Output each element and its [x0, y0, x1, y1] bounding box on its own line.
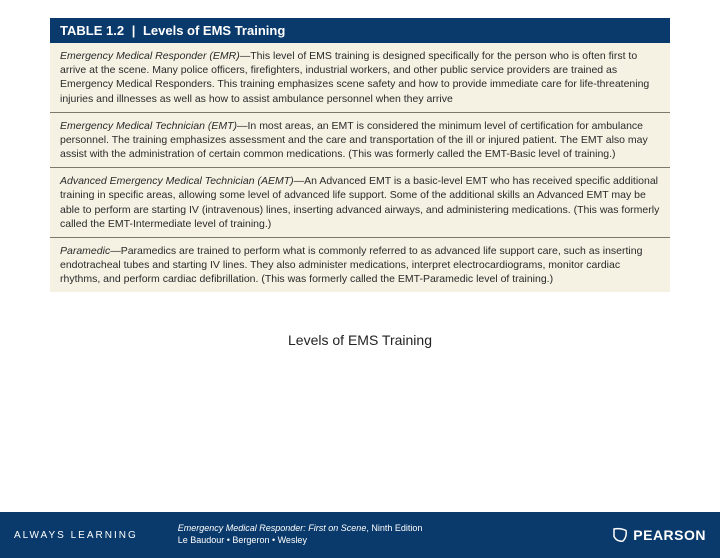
pearson-text: PEARSON [633, 527, 706, 543]
always-learning-text: ALWAYS LEARNING [14, 530, 138, 541]
entry-term: Emergency Medical Responder (EMR) [60, 50, 240, 62]
pearson-brand: PEARSON [611, 526, 706, 544]
book-info: Emergency Medical Responder: First on Sc… [178, 523, 423, 546]
book-authors: Le Baudour • Bergeron • Wesley [178, 535, 423, 547]
table-header: TABLE 1.2 | Levels of EMS Training [50, 18, 670, 43]
slide-caption: Levels of EMS Training [0, 332, 720, 348]
table-row: Paramedic—Paramedics are trained to perf… [50, 238, 670, 293]
entry-desc: —Paramedics are trained to perform what … [60, 245, 642, 285]
table-container: TABLE 1.2 | Levels of EMS Training Emerg… [50, 18, 670, 292]
table-header-separator: | [132, 23, 136, 38]
book-title-line: Emergency Medical Responder: First on Sc… [178, 523, 423, 535]
entry-term: Paramedic [60, 245, 110, 257]
book-edition: , Ninth Edition [366, 523, 422, 533]
book-title: Emergency Medical Responder: First on Sc… [178, 523, 367, 533]
table-row: Emergency Medical Responder (EMR)—This l… [50, 43, 670, 113]
table-row: Advanced Emergency Medical Technician (A… [50, 168, 670, 238]
always-learning-tagline: ALWAYS LEARNING [14, 530, 138, 541]
entry-term: Emergency Medical Technician (EMT) [60, 120, 237, 132]
table-number: TABLE 1.2 [60, 23, 124, 38]
entry-term: Advanced Emergency Medical Technician (A… [60, 175, 294, 187]
table-title: Levels of EMS Training [143, 23, 285, 38]
table-body: Emergency Medical Responder (EMR)—This l… [50, 43, 670, 292]
footer-bar: ALWAYS LEARNING Emergency Medical Respon… [0, 512, 720, 558]
table-row: Emergency Medical Technician (EMT)—In mo… [50, 113, 670, 169]
pearson-logo-icon [611, 526, 629, 544]
